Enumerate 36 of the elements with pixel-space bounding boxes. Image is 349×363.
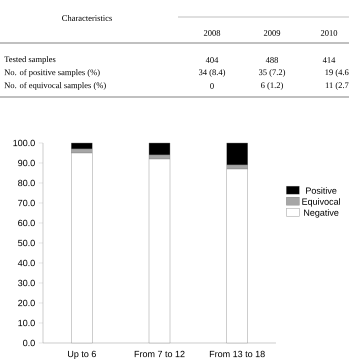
text: No. of positive samples (%): [4, 69, 100, 77]
bar: [71, 142, 93, 150]
legend-label: Positive: [306, 187, 336, 194]
text: 19 (4.6: [325, 69, 349, 77]
x-tick-label: From 7 to 12: [134, 350, 185, 358]
text: 414: [322, 57, 336, 63]
text: 2008: [204, 30, 220, 36]
y-tick-label: 50.0: [18, 240, 35, 246]
text: No. of equivocal samples (%): [4, 82, 106, 90]
x-tick-label: From 13 to 18: [210, 350, 265, 358]
y-tick-label: 20.0: [18, 300, 35, 306]
legend-label: Equivocal: [302, 198, 340, 207]
y-tick-label: 100.0: [13, 140, 35, 146]
text: 34 (8.4): [198, 69, 226, 77]
y-tick-label: 70.0: [18, 200, 35, 206]
y-tick-label: 30.0: [18, 280, 35, 286]
y-tick-label: 80.0: [18, 180, 35, 186]
text: 6 (1.2): [261, 82, 283, 90]
text: 2009: [264, 30, 280, 36]
bar: [226, 142, 248, 166]
legend-label: Negative: [304, 209, 338, 218]
text: Tested samples: [4, 56, 56, 64]
text: 488: [266, 57, 278, 63]
text: 11 (2.7: [326, 82, 349, 90]
y-tick-label: 40.0: [18, 260, 35, 266]
text: 2010: [320, 30, 338, 36]
text: 404: [206, 57, 218, 63]
y-tick-label: 0.0: [23, 340, 35, 346]
y-tick-label: 90.0: [18, 160, 35, 166]
bar: [148, 142, 170, 156]
text: Characteristics: [62, 15, 112, 21]
x-tick-label: Up to 6: [68, 350, 96, 359]
text: 0: [210, 83, 214, 89]
y-tick-label: 60.0: [18, 220, 35, 226]
text: 35 (7.2): [258, 69, 286, 77]
y-tick-label: 10.0: [18, 320, 35, 326]
